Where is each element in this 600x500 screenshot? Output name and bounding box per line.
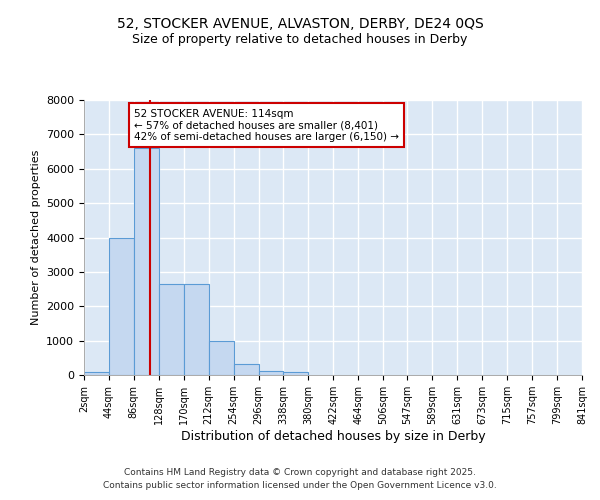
Text: Contains public sector information licensed under the Open Government Licence v3: Contains public sector information licen… xyxy=(103,480,497,490)
Bar xyxy=(134,148,159,375)
Bar xyxy=(233,364,259,375)
Bar xyxy=(209,340,233,375)
Text: Size of property relative to detached houses in Derby: Size of property relative to detached ho… xyxy=(133,32,467,46)
Bar xyxy=(259,370,283,375)
Bar xyxy=(184,284,209,375)
X-axis label: Distribution of detached houses by size in Derby: Distribution of detached houses by size … xyxy=(181,430,485,443)
Y-axis label: Number of detached properties: Number of detached properties xyxy=(31,150,41,325)
Bar xyxy=(84,372,109,375)
Text: Contains HM Land Registry data © Crown copyright and database right 2025.: Contains HM Land Registry data © Crown c… xyxy=(124,468,476,477)
Bar xyxy=(159,284,184,375)
Bar xyxy=(109,238,134,375)
Bar xyxy=(283,372,308,375)
Text: 52, STOCKER AVENUE, ALVASTON, DERBY, DE24 0QS: 52, STOCKER AVENUE, ALVASTON, DERBY, DE2… xyxy=(116,18,484,32)
Text: 52 STOCKER AVENUE: 114sqm
← 57% of detached houses are smaller (8,401)
42% of se: 52 STOCKER AVENUE: 114sqm ← 57% of detac… xyxy=(134,108,399,142)
